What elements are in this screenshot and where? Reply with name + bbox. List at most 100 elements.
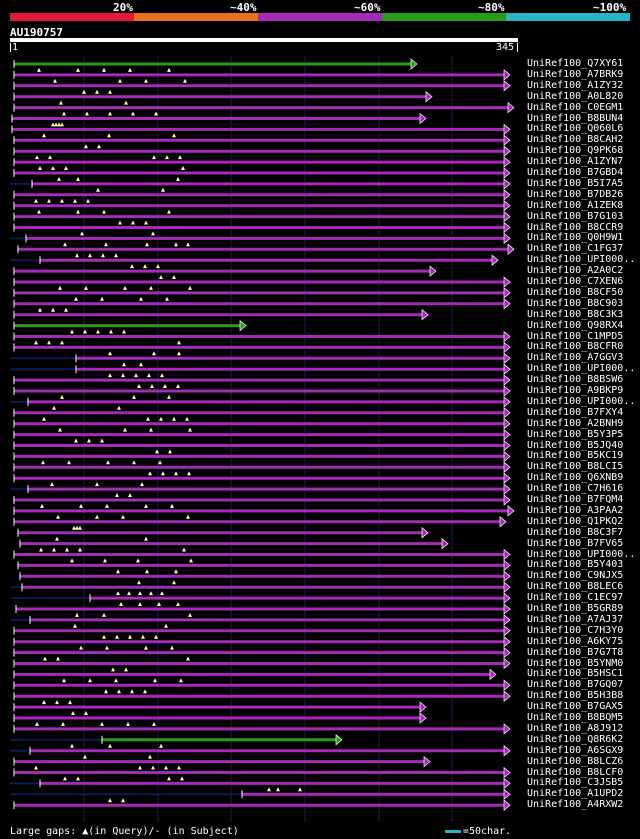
- hit-label[interactable]: UniRef100_A4RXW2: [527, 799, 624, 811]
- hit-label[interactable]: UniRef100_A0L820: [527, 90, 624, 102]
- hit-label[interactable]: UniRef100_A7AJ37: [527, 613, 624, 625]
- query-gap-marker: [105, 503, 109, 508]
- query-gap-marker: [151, 231, 155, 236]
- hit-label[interactable]: UniRef100_B8CAH2: [527, 134, 624, 146]
- hit-label[interactable]: UniRef100_C1EC97: [527, 592, 624, 604]
- query-gap-marker: [139, 362, 143, 367]
- hit-label[interactable]: UniRef100_Q060L6: [527, 123, 624, 135]
- query-gap-marker: [167, 209, 171, 214]
- hit-end-arrow: [503, 134, 511, 147]
- hit-label[interactable]: UniRef100_C1FG37: [527, 243, 624, 255]
- hit-label[interactable]: UniRef100_B5Y3P5: [527, 428, 624, 440]
- hit-label[interactable]: UniRef100_A3PAA2: [527, 504, 624, 516]
- hit-label[interactable]: UniRef100_B5KC19: [527, 450, 624, 462]
- hit-label[interactable]: UniRef100_B8CF50: [527, 286, 624, 298]
- hit-end-arrow: [503, 494, 511, 506]
- hit-label[interactable]: UniRef100_B8CCR9: [527, 221, 624, 233]
- hit-end-arrow: [503, 374, 511, 386]
- hit-label[interactable]: UniRef100_B7GQ07: [527, 679, 624, 691]
- hit-label[interactable]: UniRef100_Q8R6K2: [527, 733, 624, 745]
- query-gap-marker: [68, 700, 72, 705]
- hit-label[interactable]: UniRef100_B5I7A5: [527, 177, 624, 189]
- hit-label[interactable]: UniRef100_B8BSW6: [527, 374, 624, 386]
- query-gap-marker: [51, 307, 55, 312]
- hit-label[interactable]: UniRef100_B7FXY4: [527, 406, 624, 418]
- hit-label[interactable]: UniRef100_B7GAX5: [527, 701, 624, 713]
- query-gap-marker: [78, 547, 82, 552]
- query-gap-marker: [105, 645, 109, 650]
- hit-label[interactable]: UniRef100_B8C3K3: [527, 308, 624, 320]
- hit-label[interactable]: UniRef100_A2BNH9: [527, 417, 624, 429]
- hit-label[interactable]: UniRef100_A1ZEK8: [527, 199, 624, 211]
- hit-label[interactable]: UniRef100_UPI000..: [527, 254, 636, 266]
- hit-label[interactable]: UniRef100_A9BKP9: [527, 385, 624, 396]
- hit-label[interactable]: UniRef100_B5HSC1: [527, 668, 624, 680]
- hit-label[interactable]: UniRef100_Q6XNB9: [527, 472, 624, 484]
- hit-label[interactable]: UniRef100_C0EGM1: [527, 101, 624, 113]
- hit-end-arrow: [507, 101, 515, 114]
- hit-label[interactable]: UniRef100_B5GR89: [527, 603, 624, 614]
- hit-label[interactable]: UniRef100_Q98RX4: [527, 319, 624, 331]
- query-gap-marker: [40, 503, 44, 508]
- query-gap-marker: [42, 133, 46, 138]
- hit-label[interactable]: UniRef100_A1UPD2: [527, 788, 624, 800]
- hit-end-arrow: [503, 690, 511, 702]
- hit-label[interactable]: UniRef100_B7GBD4: [527, 167, 624, 178]
- hit-label[interactable]: UniRef100_UPI000..: [527, 395, 636, 407]
- hit-label[interactable]: UniRef100_C9NJX5: [527, 570, 624, 582]
- query-gap-marker: [108, 351, 112, 356]
- hit-label[interactable]: UniRef100_B7FV65: [527, 537, 624, 549]
- query-gap-marker: [123, 285, 127, 290]
- query-gap-marker: [132, 394, 136, 399]
- query-gap-marker: [43, 656, 47, 661]
- hit-label[interactable]: UniRef100_A7GGV3: [527, 352, 624, 364]
- hit-label[interactable]: UniRef100_B8C3F7: [527, 526, 624, 538]
- hit-label[interactable]: UniRef100_Q0H9W1: [527, 232, 624, 244]
- hit-label[interactable]: UniRef100_A6KY75: [527, 635, 624, 647]
- query-gap-marker: [172, 416, 176, 421]
- hit-label[interactable]: UniRef100_B8LEC6: [527, 581, 624, 593]
- hit-label[interactable]: UniRef100_Q7XY61: [527, 58, 624, 69]
- hit-label[interactable]: UniRef100_A8J912: [527, 722, 624, 734]
- hit-label[interactable]: UniRef100_B8BUN4: [527, 112, 624, 124]
- hit-label[interactable]: UniRef100_B7FQM4: [527, 494, 624, 505]
- hit-label[interactable]: UniRef100_B8LCI5: [527, 461, 624, 473]
- hit-label[interactable]: UniRef100_B8CFR0: [527, 341, 624, 353]
- hit-label[interactable]: UniRef100_UPI000..: [527, 363, 636, 375]
- hit-label[interactable]: UniRef100_B5H3B8: [527, 690, 624, 702]
- hit-label[interactable]: UniRef100_C7H3Y0: [527, 624, 624, 636]
- hit-label[interactable]: UniRef100_Q1PKQ2: [527, 515, 624, 527]
- query-gap-marker: [147, 373, 151, 378]
- hit-label[interactable]: UniRef100_A6SGX9: [527, 744, 624, 756]
- hit-label[interactable]: UniRef100_B8C903: [527, 297, 624, 309]
- hit-label[interactable]: UniRef100_C3JSB5: [527, 777, 624, 789]
- hit-label[interactable]: UniRef100_C1MPD5: [527, 330, 624, 342]
- hit-label[interactable]: UniRef100_Q9PK68: [527, 145, 624, 157]
- hit-label[interactable]: UniRef100_B5Y403: [527, 559, 624, 571]
- hit-label[interactable]: UniRef100_B8LCF0: [527, 766, 624, 778]
- query-gap-marker: [108, 89, 112, 94]
- hit-label[interactable]: UniRef100_A2A0C2: [527, 265, 624, 277]
- hit-label[interactable]: UniRef100_B5JQ40: [527, 439, 624, 451]
- query-gap-marker: [176, 176, 180, 181]
- hit-label[interactable]: UniRef100_A7BRK9: [527, 68, 624, 80]
- hit-label[interactable]: UniRef100_B7G103: [527, 210, 624, 222]
- query-gap-marker: [60, 122, 64, 127]
- hit-end-arrow: [503, 210, 511, 223]
- hit-label[interactable]: UniRef100_A1ZY32: [527, 79, 624, 91]
- hit-label[interactable]: UniRef100_C7H616: [527, 483, 624, 495]
- hit-label[interactable]: UniRef100_A1ZYN7: [527, 156, 624, 168]
- query-gap-marker: [164, 623, 168, 628]
- query-gap-marker: [83, 329, 87, 334]
- hit-label[interactable]: UniRef100_B7DB26: [527, 188, 624, 200]
- hit-label[interactable]: UniRef100_B5YNM0: [527, 657, 624, 669]
- scale-legend-text: =50char.: [463, 826, 512, 837]
- hit-label[interactable]: UniRef100_B8BQM5: [527, 712, 624, 723]
- hit-label[interactable]: UniRef100_B8LCZ6: [527, 755, 624, 767]
- hit-label[interactable]: UniRef100_B7G7T8: [527, 646, 624, 658]
- hit-label[interactable]: UniRef100_C7XEN6: [527, 276, 624, 287]
- query-gap-marker: [131, 220, 135, 225]
- query-end-tick: [517, 43, 518, 52]
- query-gap-marker: [145, 242, 149, 247]
- hit-label[interactable]: UniRef100_UPI000..: [527, 548, 636, 560]
